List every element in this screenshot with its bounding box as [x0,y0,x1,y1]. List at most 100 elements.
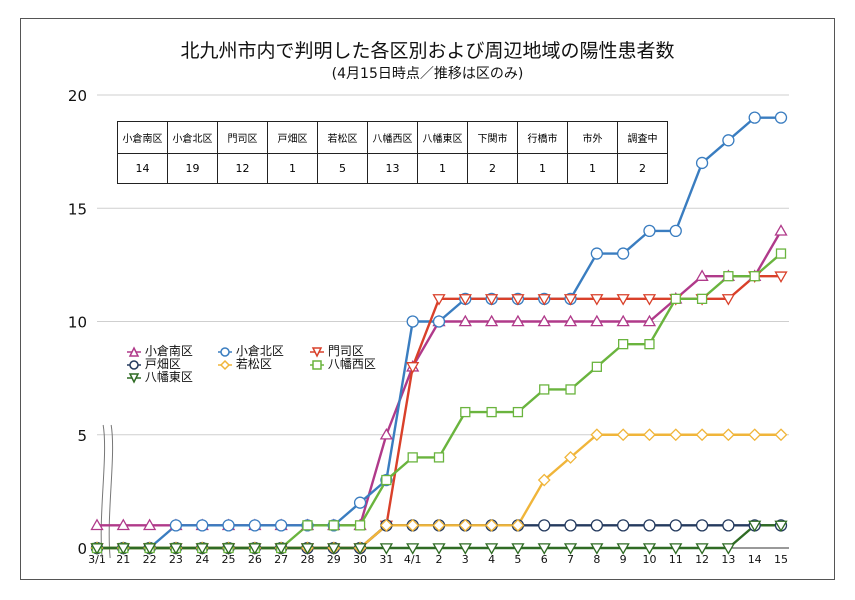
series-point-6 [563,543,578,555]
x-tick-label: 4 [488,553,495,566]
series-point-1 [722,134,735,147]
legend-item: 戸畑区 [127,355,181,372]
series-point-6 [721,543,736,555]
series-line-0 [97,230,783,527]
series-point-6 [116,543,130,555]
x-tick-label: 7 [567,553,574,566]
legend-item: 小倉北区 [218,342,284,359]
series-point-0 [90,518,104,531]
summary-value-cell: 12 [217,153,268,184]
series-point-3 [538,519,551,532]
series-point-2 [774,271,788,284]
summary-value-cell: 2 [617,153,668,184]
series-point-4 [695,428,709,442]
summary-header-cell: 小倉北区 [167,121,218,154]
series-point-0 [116,518,130,531]
series-point-2 [642,294,657,306]
series-point-1 [748,111,761,124]
series-point-0 [142,518,157,531]
series-point-2 [721,294,736,306]
summary-value-cell: 1 [417,153,468,184]
summary-header-cell: 調査中 [617,121,668,154]
chart-frame [20,18,835,580]
series-point-5 [407,452,418,463]
axis-break-mark [108,424,114,559]
series-point-4 [432,518,446,532]
series-point-1 [222,519,235,532]
summary-header-cell: 若松区 [317,121,368,154]
x-tick-label: 3/1 [88,553,106,566]
series-point-2 [484,294,499,306]
summary-header-cell: 戸畑区 [267,121,318,154]
series-point-0 [511,314,525,327]
legend-label: 小倉北区 [232,344,284,358]
series-point-2 [511,294,525,306]
legend-label: 小倉南区 [141,344,193,358]
legend-item: 若松区 [218,355,272,372]
series-point-0 [379,427,394,440]
series-point-0 [590,314,604,327]
series-point-6 [669,543,683,555]
series-point-4 [721,428,735,442]
summary-value-cell: 5 [317,153,368,184]
series-point-3 [695,519,709,532]
summary-header-cell: 門司区 [217,121,268,154]
series-point-1 [275,519,288,532]
legend-marker-icon [310,346,324,358]
series-point-1 [774,111,788,124]
series-point-6 [379,543,394,555]
legend-label: 八幡東区 [141,370,193,384]
series-point-5 [749,271,760,282]
series-point-6 [169,543,183,555]
series-point-0 [616,314,630,327]
summary-header-cell: 八幡西区 [367,121,418,154]
legend-label: 門司区 [324,344,364,358]
series-point-4 [458,518,472,532]
series-point-4 [643,428,656,442]
series-point-1 [353,496,367,509]
series-point-6 [248,543,262,555]
series-point-6 [90,543,104,555]
x-tick-label: 5 [514,553,521,566]
x-tick-label: 11 [669,553,683,566]
summary-table: 小倉南区 小倉北区 門司区 戸畑区 若松区 八幡西区 八幡東区 下関市 行橋市 市外 調査中 14 1… [117,121,668,184]
series-point-5 [433,452,445,463]
legend-marker-icon [127,372,141,384]
x-tick-label: 10 [642,553,656,566]
series-point-4 [406,518,420,532]
x-tick-label: 14 [748,553,762,566]
series-point-4 [485,518,499,532]
legend-label: 若松区 [232,357,272,371]
x-tick-label: 29 [327,553,341,566]
series-point-5 [723,271,734,282]
summary-header-cell: 下関市 [467,121,518,154]
series-point-1 [590,247,603,260]
series-point-5 [670,293,681,305]
series-point-1 [406,315,419,328]
x-tick-label: 4/1 [404,553,422,566]
x-tick-label: 22 [143,553,157,566]
series-point-2 [616,294,630,306]
series-point-5 [460,406,471,418]
summary-value-row: 14 19 12 1 5 13 1 2 1 1 2 [117,153,668,184]
series-point-3 [643,519,656,532]
series-point-6 [642,543,657,555]
series-point-1 [695,156,709,170]
series-point-5 [644,338,655,350]
y-tick-label: 5 [77,427,87,445]
series-point-3 [564,519,577,532]
x-tick-label: 24 [195,553,209,566]
x-tick-label: 9 [620,553,627,566]
series-point-5 [328,520,339,531]
x-tick-label: 23 [169,553,183,566]
series-point-6 [484,543,499,555]
series-point-4 [616,428,630,442]
legend-marker-icon [127,359,141,370]
series-point-5 [302,520,313,531]
summary-header-cell: 八幡東区 [417,121,468,154]
x-tick-label: 27 [274,553,288,566]
series-point-6 [327,543,341,555]
x-tick-label: 2 [436,553,443,566]
summary-value-cell: 1 [517,153,568,184]
series-point-6 [221,543,236,555]
